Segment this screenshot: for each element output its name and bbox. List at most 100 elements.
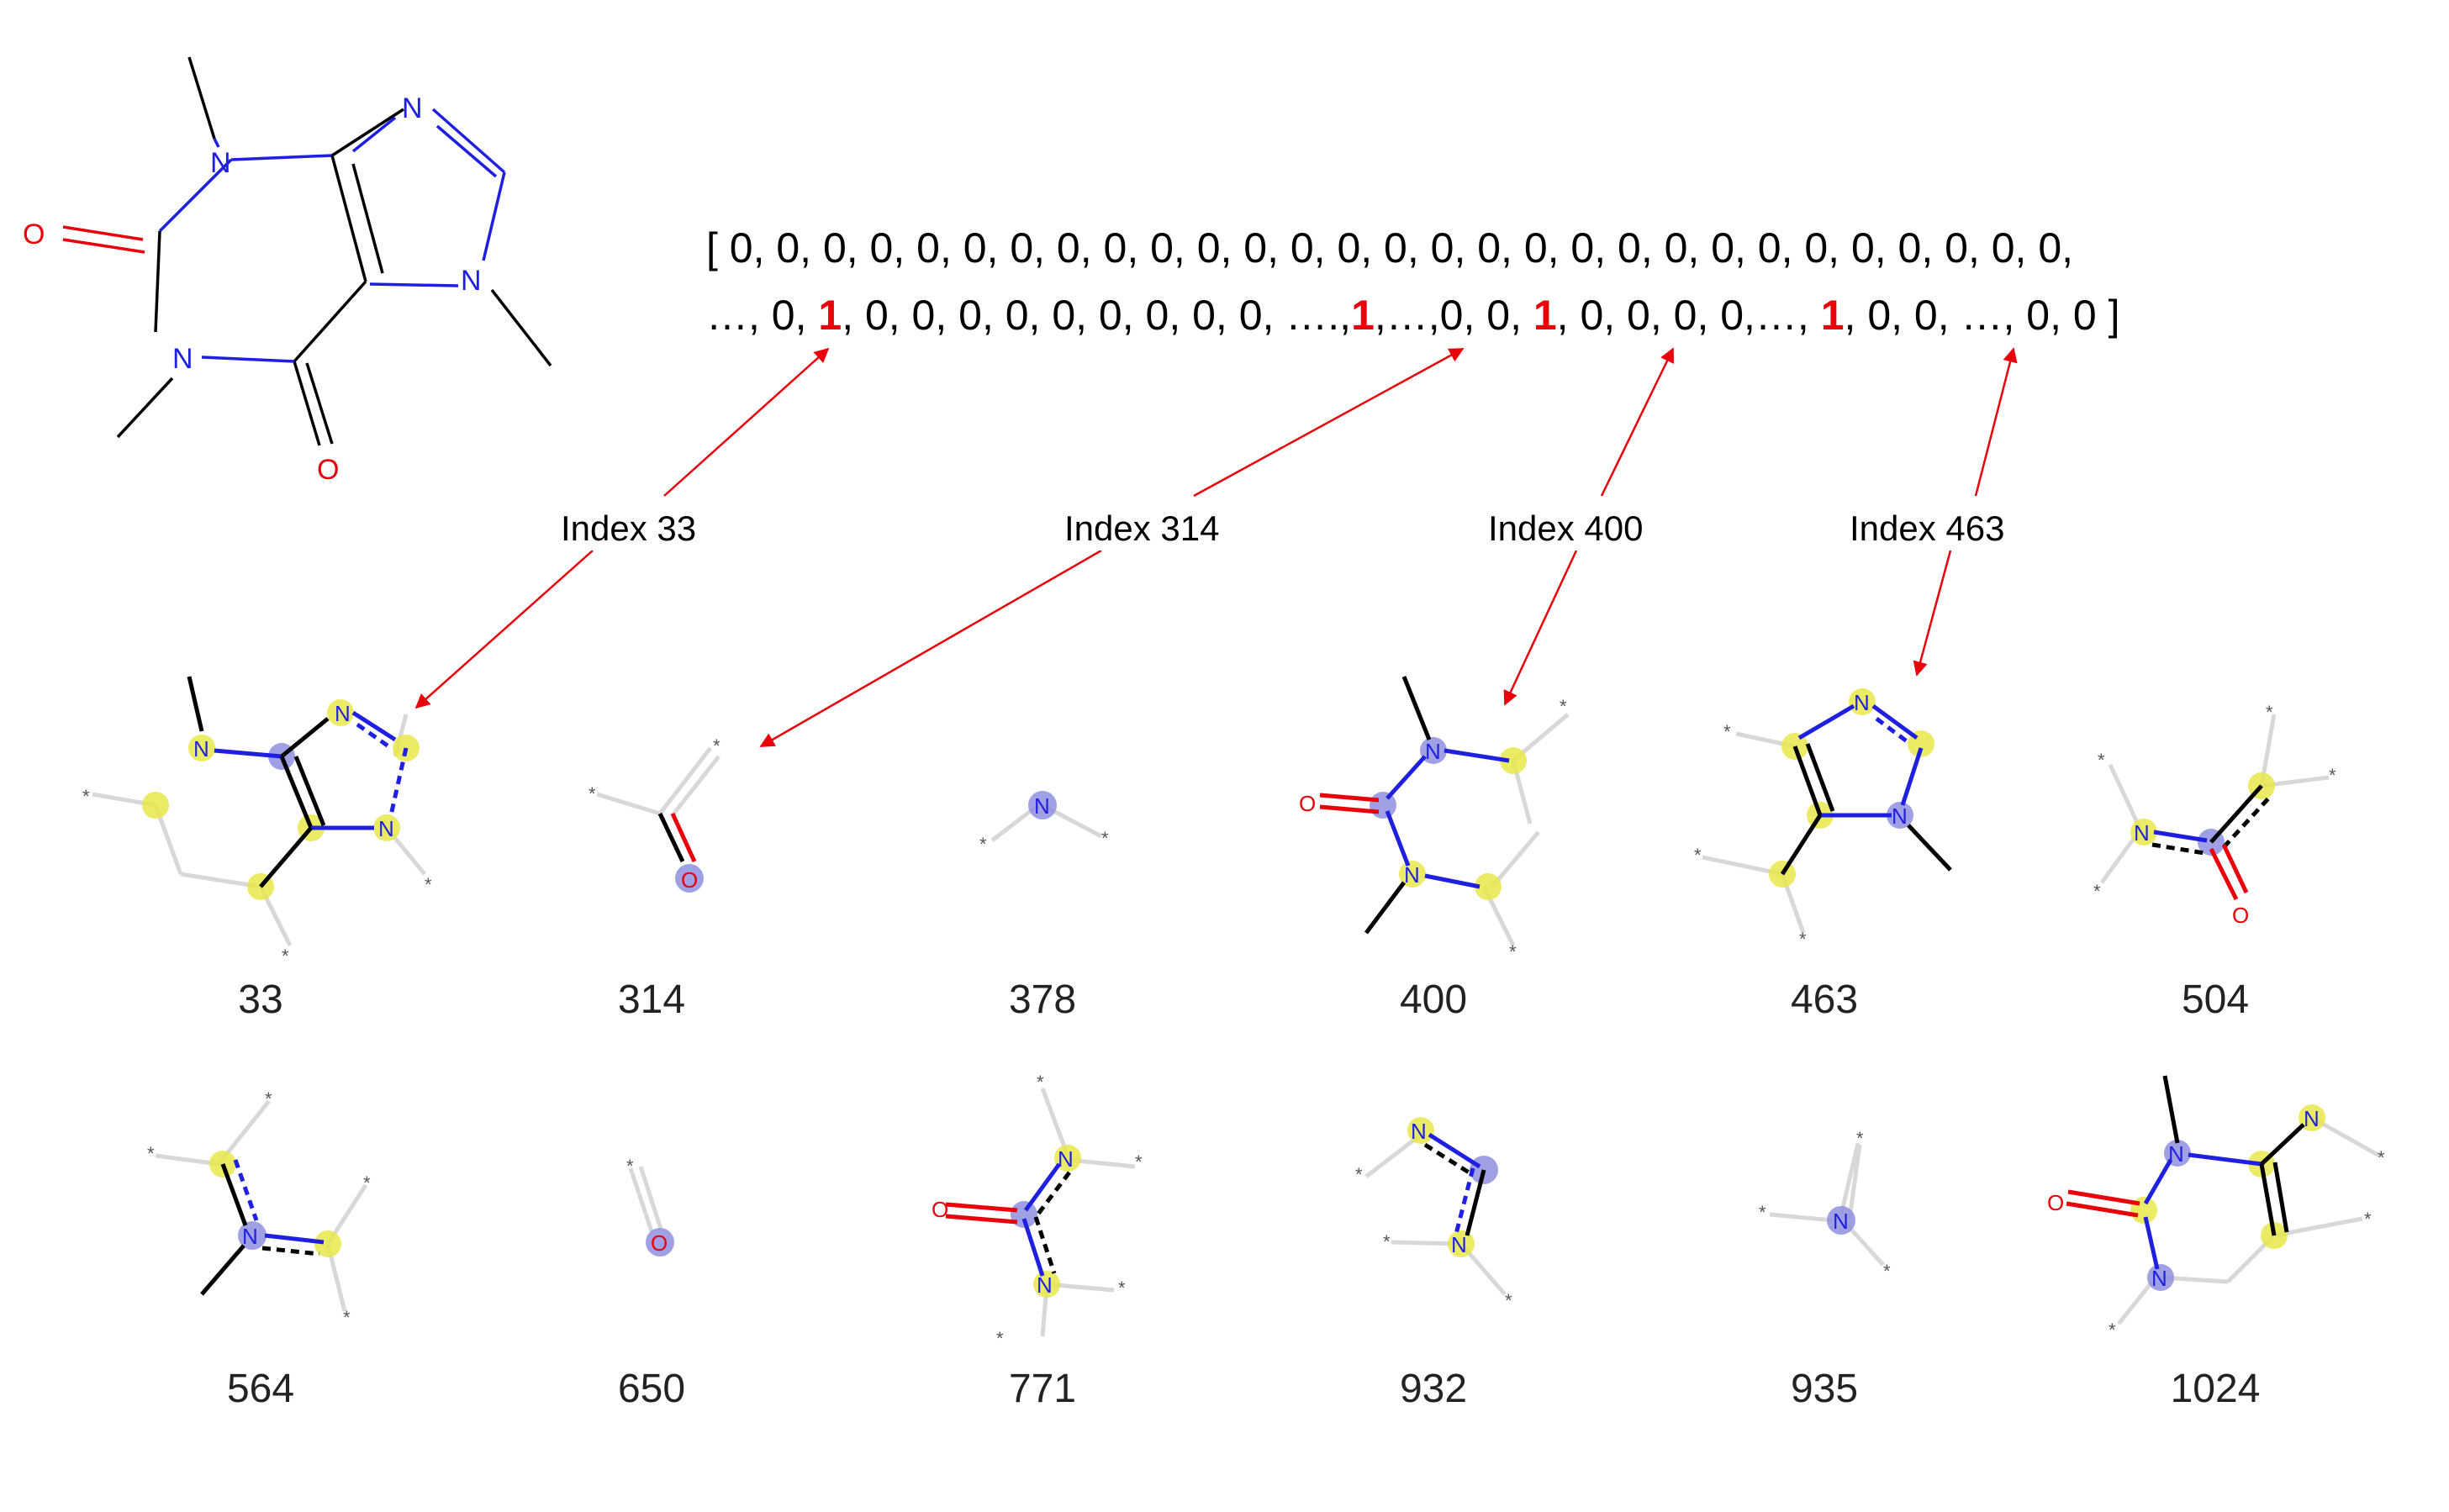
svg-text:*: *: [2266, 702, 2273, 723]
arrow-463: [1913, 550, 1952, 677]
set-bit-314: 1: [1351, 292, 1375, 339]
arrow-33: [414, 550, 594, 709]
fragment-label-463: 463: [1791, 977, 1858, 1022]
svg-text:*: *: [713, 735, 720, 756]
svg-text:N: N: [1058, 1146, 1074, 1172]
fragment-314: O * * 314: [588, 735, 720, 1022]
svg-text:N: N: [2168, 1141, 2184, 1167]
svg-text:O: O: [681, 867, 698, 893]
svg-text:*: *: [1883, 1261, 1891, 1282]
index-label-314: Index 314: [1064, 508, 1220, 548]
svg-text:*: *: [1509, 941, 1517, 962]
svg-text:*: *: [425, 874, 432, 895]
svg-text:*: *: [82, 786, 90, 807]
set-bit-33: 1: [818, 292, 842, 339]
svg-text:*: *: [343, 1307, 351, 1328]
fragment-label-771: 771: [1009, 1367, 1076, 1411]
index-label-400: Index 400: [1488, 508, 1644, 548]
svg-text:*: *: [265, 1088, 272, 1109]
svg-text:*: *: [979, 834, 987, 855]
svg-text:*: *: [1505, 1290, 1512, 1311]
svg-text:*: *: [1560, 696, 1567, 717]
svg-text:*: *: [363, 1172, 371, 1193]
fragment-label-1024: 1024: [2171, 1367, 2261, 1411]
fingerprint-line-2: …, 0, 1, 0, 0, 0, 0, 0, 0, 0, 0, 0, ….,1…: [706, 292, 2119, 339]
fragment-932: N N * * * 932: [1355, 1117, 1512, 1411]
fragment-label-400: 400: [1400, 977, 1467, 1022]
fingerprint-vector: [ 0, 0, 0, 0, 0, 0, 0, 0, 0, 0, 0, 0, 0,…: [706, 224, 2119, 339]
svg-text:N: N: [1451, 1232, 1467, 1257]
svg-text:N: N: [1833, 1209, 1849, 1234]
svg-text:*: *: [1694, 845, 1702, 866]
svg-text:*: *: [1856, 1128, 1864, 1149]
fragment-564: N * * * * 564: [147, 1088, 371, 1411]
fragment-label-650: 650: [618, 1367, 685, 1411]
fragment-label-564: 564: [227, 1367, 294, 1411]
fragment-463: N N * * * 463: [1694, 688, 1952, 1022]
svg-text:*: *: [2364, 1209, 2372, 1230]
fragment-33: N N N * * * 33: [82, 676, 432, 1022]
svg-text:*: *: [588, 783, 596, 804]
svg-text:*: *: [1037, 1072, 1044, 1093]
svg-text:*: *: [626, 1156, 634, 1177]
svg-text:N: N: [335, 701, 351, 726]
svg-text:*: *: [2378, 1147, 2385, 1168]
atom-n-label: N: [172, 343, 193, 375]
svg-text:N: N: [378, 816, 394, 841]
index-label-463: Index 463: [1850, 508, 2005, 548]
fragment-504: N O * * * * 504: [2093, 702, 2336, 1022]
svg-text:*: *: [1118, 1278, 1126, 1299]
svg-text:*: *: [147, 1143, 155, 1164]
fragment-label-378: 378: [1009, 977, 1076, 1022]
fragment-650: O * 650: [618, 1156, 685, 1411]
svg-text:*: *: [1101, 828, 1109, 849]
svg-text:O: O: [2047, 1190, 2064, 1215]
fragment-label-314: 314: [618, 977, 685, 1022]
svg-text:N: N: [1425, 739, 1441, 764]
arrow-400: [1503, 550, 1578, 706]
fragment-771: N O N * * * * 771: [932, 1072, 1143, 1411]
svg-text:*: *: [1383, 1231, 1391, 1252]
svg-text:N: N: [1034, 793, 1050, 819]
set-bit-400: 1: [1533, 292, 1557, 339]
svg-text:N: N: [1404, 862, 1420, 888]
svg-text:O: O: [932, 1197, 948, 1222]
atom-n-label: N: [402, 92, 423, 124]
svg-text:*: *: [1723, 721, 1731, 742]
svg-text:N: N: [1854, 690, 1870, 715]
fragment-1024: N N O N * * * 1024: [2047, 1075, 2385, 1411]
arrow-463: [1974, 347, 2018, 497]
svg-text:O: O: [1299, 791, 1316, 816]
atom-n-label: N: [461, 265, 482, 297]
fragment-400: N O N * * 400: [1299, 676, 1570, 1022]
arrow-314: [759, 549, 1102, 748]
index-labels: Index 33 Index 314 Index 400 Index 463: [551, 500, 2039, 551]
fragment-378: N * * 378: [979, 791, 1109, 1022]
svg-text:*: *: [1135, 1151, 1143, 1172]
svg-text:N: N: [2151, 1266, 2167, 1291]
fingerprint-line-1: [ 0, 0, 0, 0, 0, 0, 0, 0, 0, 0, 0, 0, 0,…: [706, 224, 2073, 271]
fragment-label-504: 504: [2182, 977, 2249, 1022]
svg-text:O: O: [2232, 903, 2249, 928]
atom-n-label: N: [210, 147, 231, 179]
fragment-label-935: 935: [1791, 1367, 1858, 1411]
atom-o-label: O: [23, 219, 45, 250]
svg-text:N: N: [2304, 1106, 2320, 1131]
svg-text:N: N: [242, 1224, 258, 1249]
svg-text:N: N: [2134, 820, 2150, 846]
svg-text:N: N: [1037, 1272, 1053, 1298]
svg-text:N: N: [193, 736, 209, 761]
arrow-33: [663, 347, 830, 497]
svg-text:N: N: [1892, 803, 1908, 829]
svg-text:*: *: [1355, 1164, 1363, 1185]
svg-text:O: O: [651, 1230, 668, 1256]
index-arrows: [414, 347, 2018, 748]
atom-o-label: O: [317, 454, 339, 486]
arrow-314: [1193, 347, 1465, 498]
fragment-935: N * * * 935: [1759, 1128, 1891, 1411]
arrow-400: [1600, 347, 1675, 497]
svg-text:*: *: [2329, 765, 2336, 786]
svg-text:*: *: [2098, 750, 2105, 771]
fragment-label-33: 33: [238, 977, 282, 1022]
svg-text:*: *: [1799, 929, 1807, 950]
